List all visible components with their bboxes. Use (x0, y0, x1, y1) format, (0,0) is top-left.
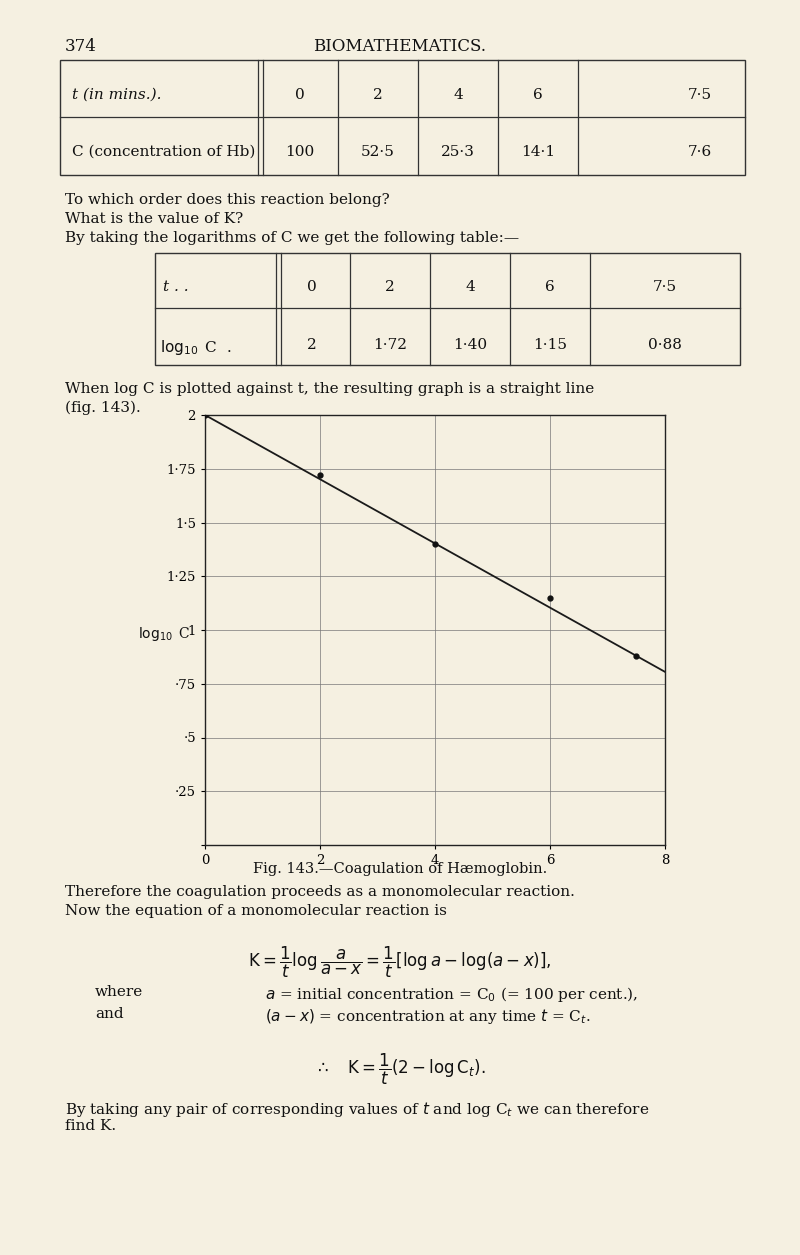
Text: 7·5: 7·5 (653, 280, 677, 294)
Text: $\therefore\quad \mathrm{K} = \dfrac{1}{t}(2 - \log \mathrm{C}_t).$: $\therefore\quad \mathrm{K} = \dfrac{1}{… (314, 1052, 486, 1087)
Text: 0: 0 (307, 280, 317, 294)
Text: 6: 6 (545, 280, 555, 294)
Text: C (concentration of Hb): C (concentration of Hb) (72, 146, 255, 159)
Text: 2: 2 (385, 280, 395, 294)
Text: 1·15: 1·15 (533, 338, 567, 351)
Text: 52·5: 52·5 (361, 146, 395, 159)
Text: $a$ = initial concentration = C$_0$ (= 100 per cent.),: $a$ = initial concentration = C$_0$ (= 1… (265, 985, 638, 1004)
Text: 2: 2 (373, 88, 383, 102)
Text: $\log_{10}$ C  .: $\log_{10}$ C . (160, 338, 231, 356)
Text: $\mathrm{K} = \dfrac{1}{t} \log \dfrac{a}{a-x} = \dfrac{1}{t}[\log a - \log(a-x): $\mathrm{K} = \dfrac{1}{t} \log \dfrac{a… (248, 945, 552, 980)
Text: 1·40: 1·40 (453, 338, 487, 351)
Text: $(a - x)$ = concentration at any time $t$ = C$_t$.: $(a - x)$ = concentration at any time $t… (265, 1007, 591, 1027)
Text: Fig. 143.—Coagulation of Hæmoglobin.: Fig. 143.—Coagulation of Hæmoglobin. (253, 862, 547, 876)
Text: 4: 4 (453, 88, 463, 102)
Text: By taking the logarithms of C we get the following table:—: By taking the logarithms of C we get the… (65, 231, 519, 245)
Text: 0·88: 0·88 (648, 338, 682, 351)
Text: BIOMATHEMATICS.: BIOMATHEMATICS. (314, 38, 486, 55)
Text: What is the value of K?: What is the value of K? (65, 212, 243, 226)
Text: (fig. 143).: (fig. 143). (65, 402, 141, 415)
Text: find K.: find K. (65, 1119, 116, 1133)
Bar (60, 60, 745, 174)
Bar (155, 254, 740, 365)
Text: and: and (95, 1007, 124, 1022)
Text: Therefore the coagulation proceeds as a monomolecular reaction.: Therefore the coagulation proceeds as a … (65, 885, 575, 899)
Text: 4: 4 (465, 280, 475, 294)
Text: $\log_{10}$ C: $\log_{10}$ C (138, 625, 190, 643)
Text: By taking any pair of corresponding values of $t$ and log C$_t$ we can therefore: By taking any pair of corresponding valu… (65, 1099, 650, 1119)
Text: t . .: t . . (163, 280, 189, 294)
Text: 2: 2 (307, 338, 317, 351)
Text: 0: 0 (295, 88, 305, 102)
Text: To which order does this reaction belong?: To which order does this reaction belong… (65, 193, 390, 207)
Text: where: where (95, 985, 143, 999)
Text: 1·72: 1·72 (373, 338, 407, 351)
Text: 6: 6 (533, 88, 543, 102)
Text: 14·1: 14·1 (521, 146, 555, 159)
Text: Now the equation of a monomolecular reaction is: Now the equation of a monomolecular reac… (65, 904, 447, 917)
Text: When log C is plotted against t, the resulting graph is a straight line: When log C is plotted against t, the res… (65, 382, 594, 397)
Text: t (in mins.).: t (in mins.). (72, 88, 162, 102)
Text: 100: 100 (286, 146, 314, 159)
Text: 25·3: 25·3 (441, 146, 475, 159)
Text: 374: 374 (65, 38, 97, 55)
Text: 7·6: 7·6 (688, 146, 712, 159)
Text: 7·5: 7·5 (688, 88, 712, 102)
